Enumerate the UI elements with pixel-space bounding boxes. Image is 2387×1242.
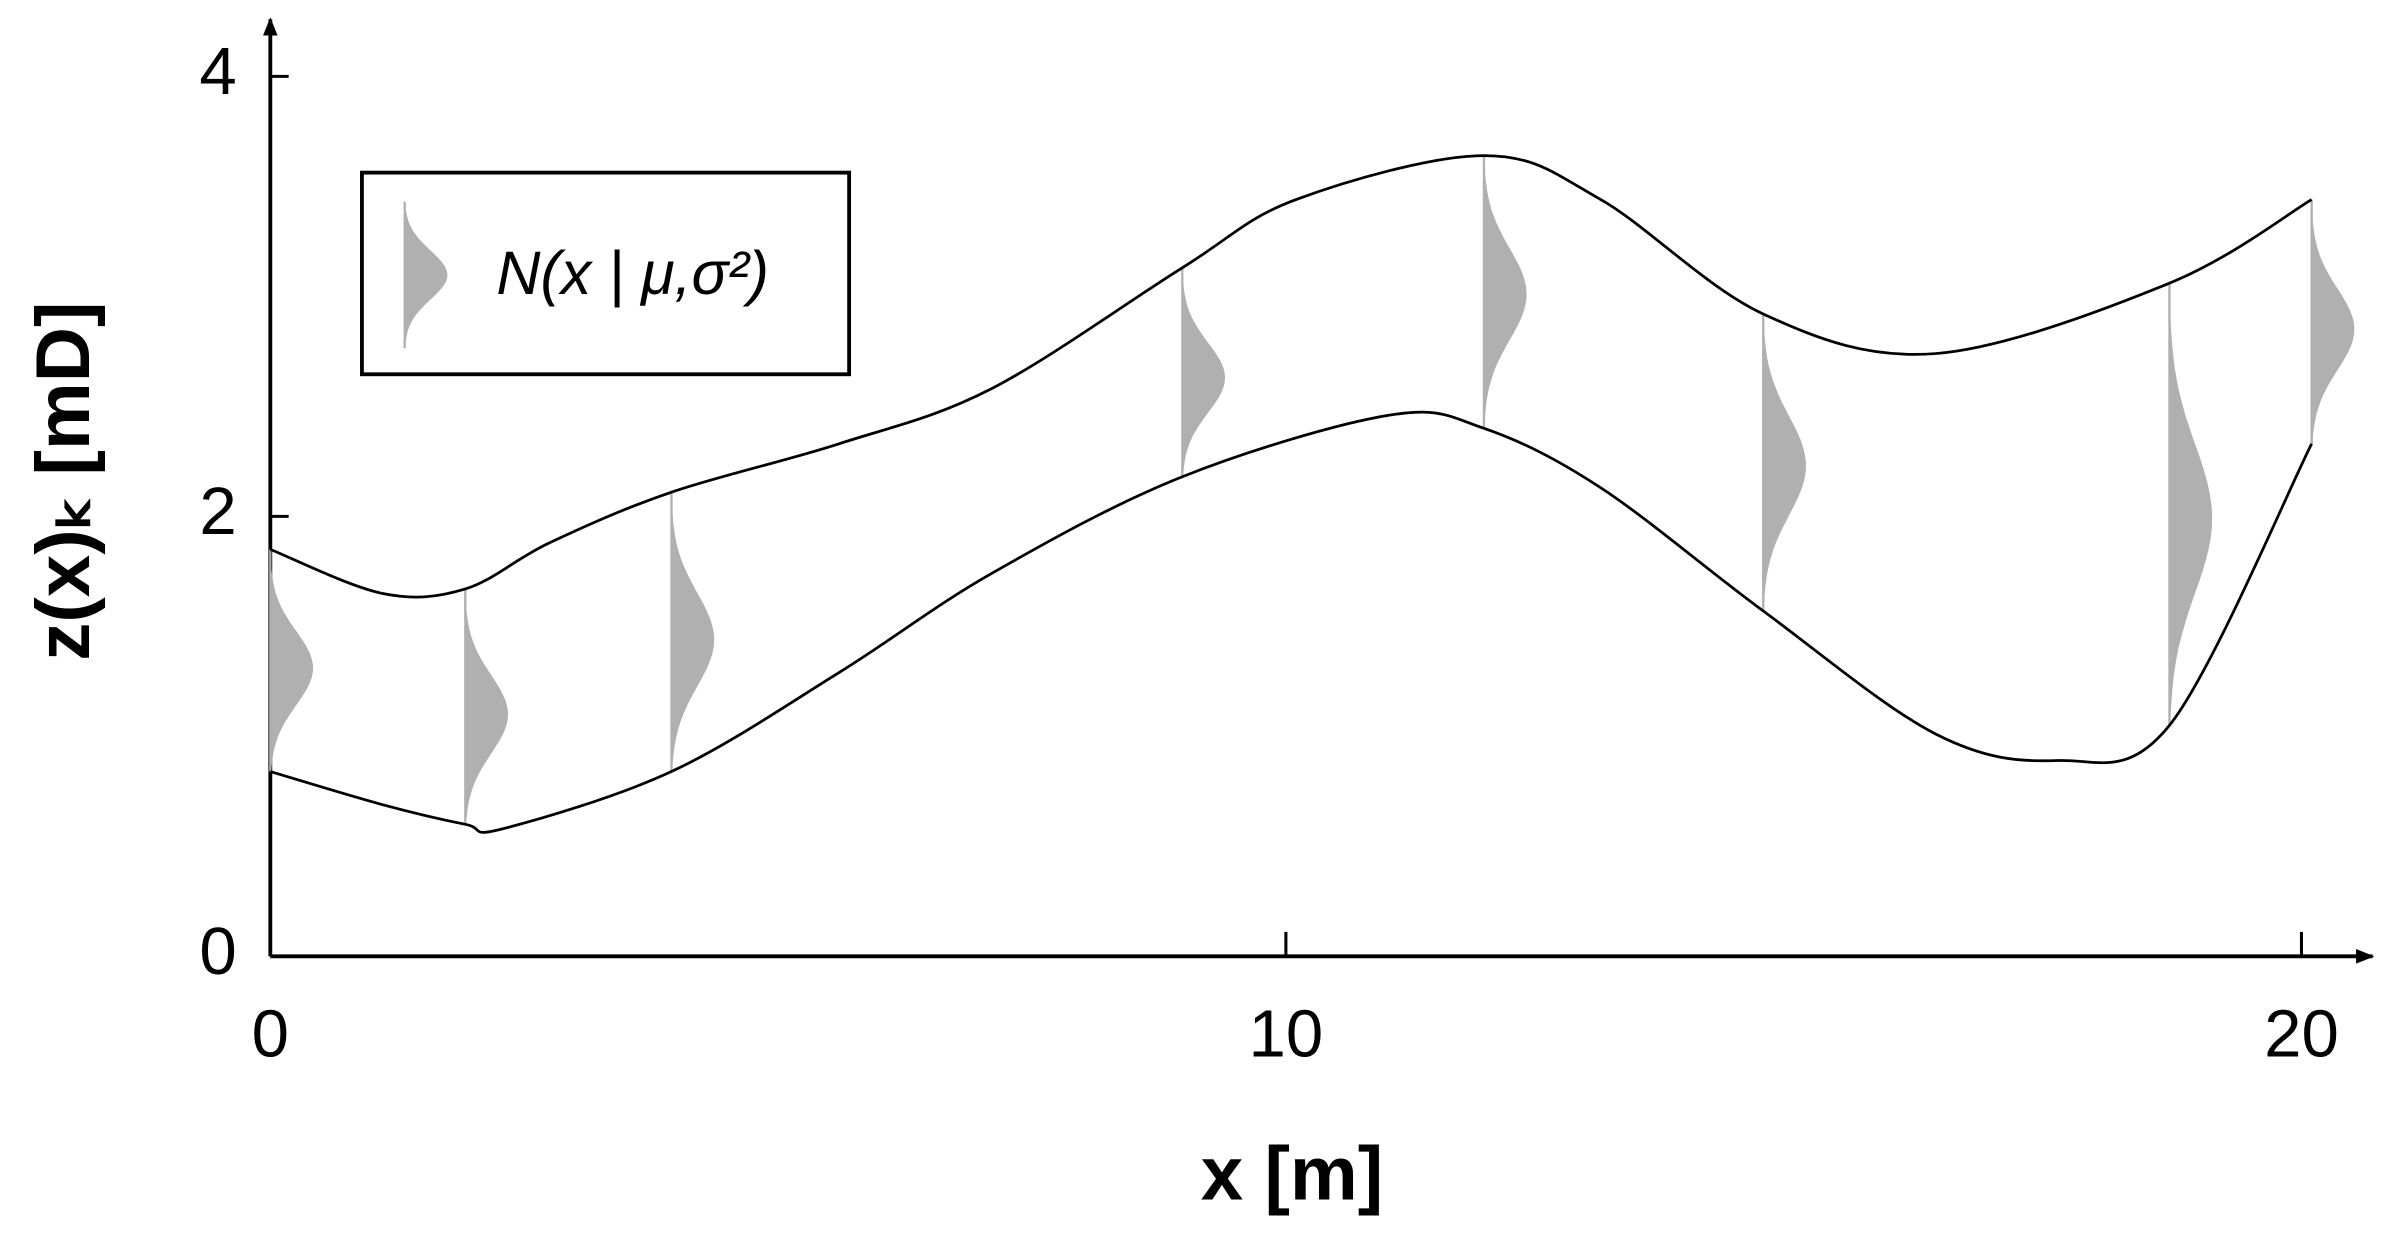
y-tick-label: 4 [199,34,236,109]
density [1182,267,1226,477]
line [269,154,2313,599]
y-axis-label: z(x)ₖ [mD] [21,302,106,661]
legend-label: N(x | μ,σ²) [496,239,769,308]
x-tick-label: 20 [2264,997,2339,1072]
density [270,549,314,772]
x-tick-label: 10 [1249,997,1324,1072]
y-tick-label: 2 [199,474,236,549]
density [2311,199,2355,444]
density [1483,155,1527,429]
density [2169,283,2213,726]
density [671,492,715,772]
y-tick-label: 0 [199,914,236,989]
x-axis-label: x [m] [1201,1132,1383,1217]
line [269,410,2313,834]
density [465,588,509,825]
legend-swatch [404,201,448,349]
x-tick-label: 0 [252,997,289,1072]
legend-icon [403,201,448,349]
density [1763,313,1806,611]
